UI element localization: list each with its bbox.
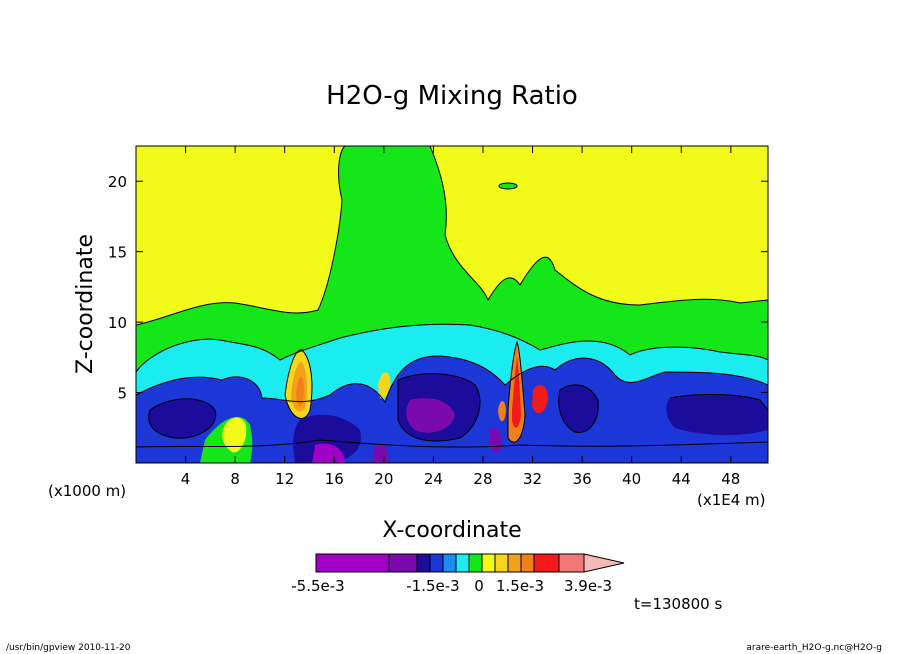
x-axis: 4 8 12 16 20 24 28 32 36 40 44 48 — [181, 146, 740, 488]
footer-left: /usr/bin/gpview 2010-11-20 — [6, 643, 131, 653]
y-tick-label: 15 — [108, 244, 127, 262]
y-axis: 5 10 15 20 — [108, 173, 768, 403]
x-tick-label: 40 — [622, 470, 641, 488]
x-tick-label: 32 — [523, 470, 542, 488]
colorbar-swatch — [507, 553, 522, 573]
y-tick-label: 10 — [108, 314, 127, 332]
footer-right: arare-earth_H2O-g.nc@H2O-g — [746, 643, 882, 653]
colorbar-swatch — [468, 553, 483, 573]
colorbar-arrow — [583, 553, 625, 573]
y-tick-label: 20 — [108, 173, 127, 191]
x-tick-label: 24 — [424, 470, 443, 488]
colorbar-swatch — [481, 553, 496, 573]
y-axis-label: Z-coordinate — [73, 234, 98, 374]
colorbar-swatch — [533, 553, 560, 573]
colorbar-label-0: -5.5e-3 — [291, 577, 344, 595]
x-tick-label: 20 — [374, 470, 393, 488]
colorbar-swatch — [455, 553, 470, 573]
x-unit-right: (x1E4 m) — [697, 491, 766, 509]
colorbar-label-2: 0 — [474, 577, 484, 595]
x-axis-label: X-coordinate — [382, 518, 521, 543]
colorbar-swatch — [442, 553, 457, 573]
contour-field — [136, 146, 768, 463]
x-unit-left: (x1000 m) — [48, 482, 126, 500]
colorbar-swatch — [416, 553, 431, 573]
colorbar-label-4: 3.9e-3 — [564, 577, 612, 595]
colorbar-swatch — [520, 553, 535, 573]
colorbar-swatch — [388, 553, 418, 573]
colorbar-label-1: -1.5e-3 — [406, 577, 459, 595]
contour-lines — [136, 146, 768, 448]
x-tick-label: 36 — [573, 470, 592, 488]
colorbar-swatch — [494, 553, 509, 573]
x-tick-label: 48 — [721, 470, 740, 488]
x-tick-label: 4 — [181, 470, 191, 488]
chart-title: H2O-g Mixing Ratio — [326, 81, 578, 111]
colorbar-swatch — [315, 553, 390, 573]
x-tick-label: 12 — [275, 470, 294, 488]
colorbar-swatch — [429, 553, 444, 573]
plot-frame — [135, 145, 769, 464]
x-tick-label: 16 — [325, 470, 344, 488]
x-tick-label: 8 — [230, 470, 240, 488]
colorbar-swatch — [558, 553, 585, 573]
y-tick-label: 5 — [117, 385, 127, 403]
colorbar — [315, 553, 625, 573]
x-tick-label: 28 — [473, 470, 492, 488]
x-tick-label: 44 — [672, 470, 691, 488]
colorbar-label-3: 1.5e-3 — [496, 577, 544, 595]
time-label: t=130800 s — [634, 595, 722, 613]
